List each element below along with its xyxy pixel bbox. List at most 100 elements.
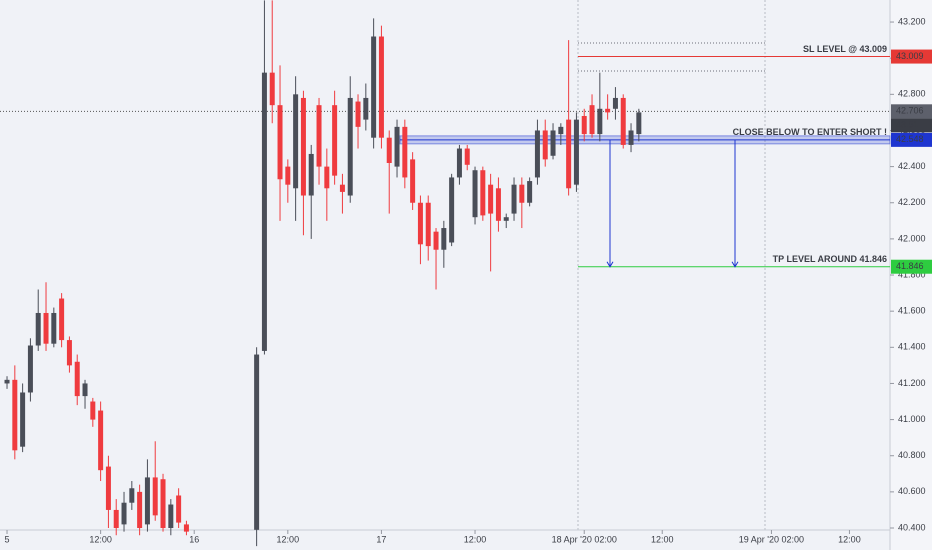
candle-body bbox=[378, 36, 384, 138]
countdown-tag: 43:51 bbox=[896, 120, 919, 130]
last-price-tag: 42.706 bbox=[896, 106, 924, 116]
candle-body bbox=[456, 148, 462, 178]
candle-body bbox=[137, 491, 143, 529]
candle-body bbox=[160, 479, 166, 529]
candle-body bbox=[534, 130, 540, 178]
candle-body bbox=[113, 509, 119, 529]
y-tick-label: 42.200 bbox=[898, 197, 926, 207]
candle-body bbox=[121, 502, 127, 525]
candle-body bbox=[285, 166, 291, 185]
x-tick-label: 12:00 bbox=[277, 534, 300, 544]
candle-body bbox=[612, 97, 618, 109]
level-label: CLOSE BELOW TO ENTER SHORT ! bbox=[733, 127, 887, 137]
candle-body bbox=[168, 504, 174, 529]
arrow-head bbox=[731, 261, 739, 268]
candle-body bbox=[558, 126, 564, 135]
candle-body bbox=[27, 345, 33, 393]
candle-body bbox=[550, 130, 556, 156]
y-tick-label: 40.800 bbox=[898, 450, 926, 460]
candle-body bbox=[59, 298, 65, 341]
candle-body bbox=[51, 312, 57, 344]
y-tick-label: 41.600 bbox=[898, 306, 926, 316]
candle-body bbox=[82, 383, 88, 397]
y-tick-label: 41.400 bbox=[898, 342, 926, 352]
candle-body bbox=[332, 105, 338, 176]
candle-body bbox=[347, 97, 353, 196]
candle-body bbox=[636, 112, 642, 135]
candle-body bbox=[293, 94, 299, 189]
candle-body bbox=[20, 392, 26, 447]
x-tick-label: 19 Apr '20 02:00 bbox=[739, 534, 804, 544]
x-tick-label: 5 bbox=[5, 534, 10, 544]
level-price-tag-box bbox=[891, 49, 932, 64]
y-tick-label: 41.200 bbox=[898, 378, 926, 388]
candle-body bbox=[449, 177, 455, 243]
candle-body bbox=[66, 340, 72, 366]
candle-body bbox=[480, 170, 486, 216]
candle-body bbox=[519, 184, 525, 203]
candle-body bbox=[472, 170, 478, 218]
candle-body bbox=[339, 184, 345, 192]
level-price-tag: 43.009 bbox=[896, 51, 924, 61]
candle-body bbox=[308, 153, 314, 196]
candle-body bbox=[605, 108, 611, 113]
y-tick-label: 43.200 bbox=[898, 16, 926, 26]
y-tick-label: 40.600 bbox=[898, 486, 926, 496]
candle-body bbox=[589, 105, 595, 135]
level-price-tag-box bbox=[891, 259, 932, 274]
candle-body bbox=[628, 130, 634, 145]
x-tick-label: 18 Apr '20 02:00 bbox=[552, 534, 617, 544]
candle-body bbox=[4, 379, 10, 384]
candle-body bbox=[433, 231, 439, 250]
x-tick-label: 16 bbox=[189, 534, 199, 544]
candle-body bbox=[35, 312, 41, 346]
candle-body bbox=[12, 379, 18, 451]
candle-body bbox=[74, 361, 80, 397]
candle-body bbox=[503, 217, 509, 221]
x-tick-label: 12:00 bbox=[464, 534, 487, 544]
level-price-tag-box bbox=[891, 132, 932, 147]
candle-body bbox=[176, 495, 182, 523]
price-axis bbox=[890, 0, 932, 550]
level-price-tag: 42.548 bbox=[896, 134, 924, 144]
candle-body bbox=[542, 130, 548, 160]
candle-body bbox=[417, 202, 423, 245]
y-tick-label: 40.400 bbox=[898, 522, 926, 532]
y-tick-label: 42.000 bbox=[898, 233, 926, 243]
candle-body bbox=[573, 119, 579, 185]
candle-body bbox=[324, 166, 330, 189]
candle-body bbox=[488, 184, 494, 214]
candle-body bbox=[183, 524, 189, 532]
candle-body bbox=[495, 188, 501, 221]
level-label: SL LEVEL @ 43.009 bbox=[803, 44, 887, 54]
y-tick-label: 41.800 bbox=[898, 269, 926, 279]
candle-body bbox=[363, 97, 369, 120]
candle-body bbox=[269, 72, 275, 106]
candle-body bbox=[152, 477, 158, 516]
candle-body bbox=[261, 72, 267, 351]
candle-body bbox=[394, 126, 400, 167]
candle-body bbox=[425, 202, 431, 247]
countdown-tag-box bbox=[891, 118, 932, 133]
arrow-head bbox=[606, 261, 614, 268]
x-tick-label: 12:00 bbox=[89, 534, 112, 544]
candle-body bbox=[566, 119, 572, 189]
candle-body bbox=[441, 228, 447, 250]
level-price-tag: 41.846 bbox=[896, 261, 924, 271]
candle-body bbox=[90, 401, 96, 420]
candle-body bbox=[386, 137, 392, 163]
candle-body bbox=[527, 181, 533, 203]
candle-body bbox=[581, 116, 587, 135]
y-tick-label: 42.400 bbox=[898, 161, 926, 171]
candle-body bbox=[371, 36, 377, 138]
x-tick-label: 12:00 bbox=[651, 534, 674, 544]
candle-body bbox=[300, 97, 306, 196]
candle-body bbox=[43, 312, 49, 344]
candle-body bbox=[105, 466, 111, 510]
candle-body bbox=[597, 108, 603, 135]
candle-body bbox=[620, 97, 626, 145]
y-tick-label: 41.000 bbox=[898, 414, 926, 424]
